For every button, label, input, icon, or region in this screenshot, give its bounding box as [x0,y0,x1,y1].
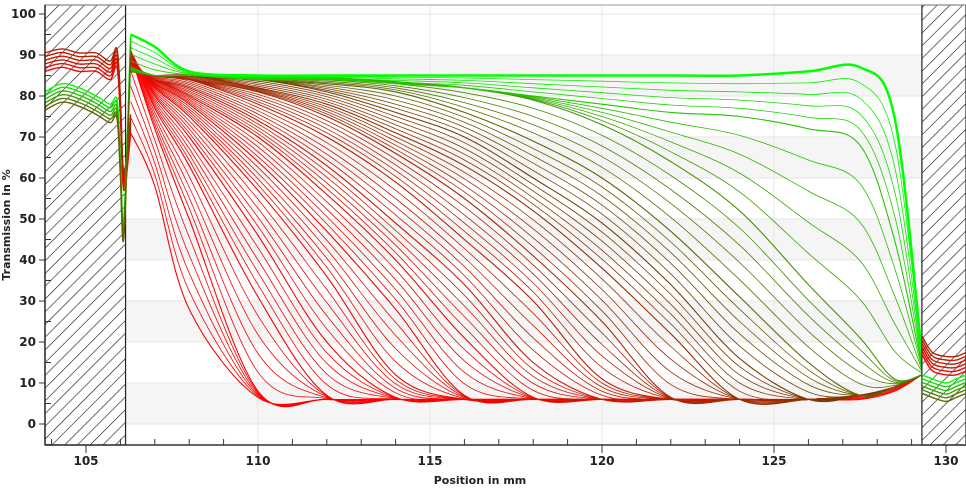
x-axis-title: Position in mm [434,474,527,487]
series-line-interp [130,71,923,401]
x-tick-label: 115 [417,454,442,468]
x-tick-label: 105 [73,454,98,468]
series-line [130,33,924,355]
y-tick-label: 30 [19,294,36,308]
y-tick-label: 50 [19,212,36,226]
edge-series-line [921,374,966,384]
edge-series-line [921,377,966,388]
edge-series-line [921,335,966,358]
y-tick-labels: 0 10 20 30 40 50 60 70 80 90 100 [11,7,36,431]
y-tick-label: 70 [19,130,36,144]
y-tick-label: 0 [28,417,36,431]
band [45,137,966,178]
edge-series-line [921,346,966,369]
x-tick-label: 110 [245,454,270,468]
edge-series-line [45,52,132,242]
y-tick-label: 40 [19,253,36,267]
edge-series-line [921,342,966,365]
series-line [130,66,923,367]
x-tick-label: 125 [761,454,786,468]
band [45,383,966,424]
series-line-interp [130,60,923,365]
edge-series-line [921,388,966,399]
band [45,219,966,260]
y-tick-label: 80 [19,89,36,103]
y-tick-label: 100 [11,7,36,21]
series-lines [130,33,924,408]
series-line-interp [130,53,923,362]
edge-series-line [921,381,966,392]
x-tick-label: 130 [933,454,958,468]
axes [39,4,966,453]
y-tick-label: 90 [19,48,36,62]
edge-series-line [921,339,966,362]
edge-series-line [921,385,966,395]
edge-series-lines [45,34,966,403]
y-tick-label: 60 [19,171,36,185]
y-tick-label: 10 [19,376,36,390]
x-tick-label: 120 [589,454,614,468]
edge-series-line [921,392,966,403]
series-line-interp [130,71,923,401]
y-axis-title: Transmission in % [0,169,13,280]
series-line [130,70,923,405]
hatched-region [921,4,966,446]
edge-series-line [45,46,132,173]
edge-series-line [921,353,966,377]
edge-series-line [921,350,966,373]
x-tick-labels: 105 110 115 120 125 130 [73,454,958,468]
y-tick-label: 20 [19,335,36,349]
